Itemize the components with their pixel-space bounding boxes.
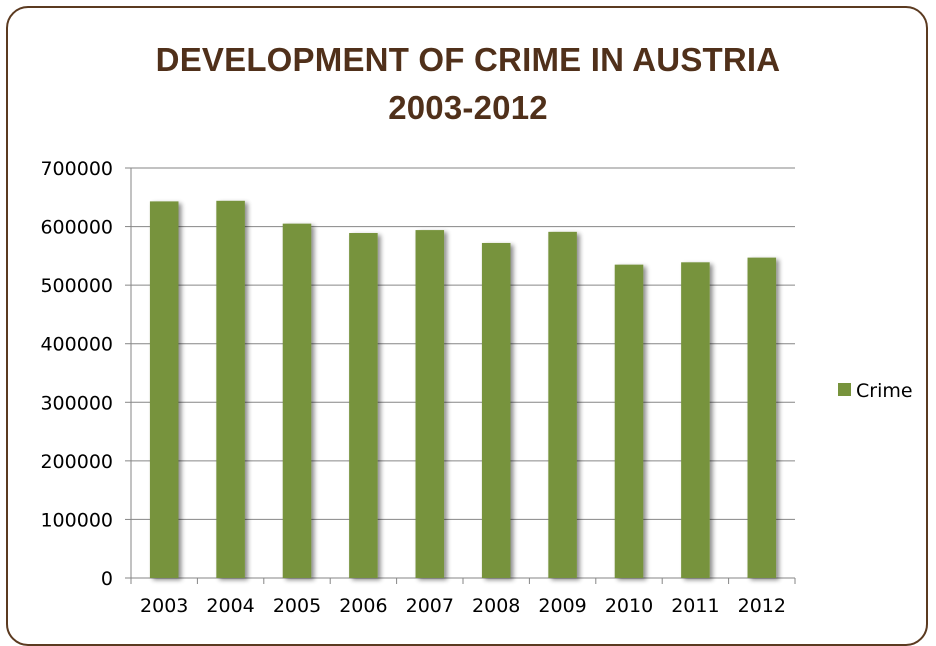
x-tick-labels: 2003 2004 2005 2006 2007 2008 2009 2010 2011 2012 [140,595,786,617]
y-tick-label: 200000 [40,451,113,473]
chart-title-line2: 2003-2012 [388,89,548,126]
y-tick-label: 300000 [40,392,113,414]
x-tick-label: 2003 [140,595,188,617]
bar-2011 [681,262,710,578]
x-tick-label: 2008 [472,595,520,617]
y-tick-label: 700000 [40,158,113,180]
x-tick-label: 2010 [605,595,653,617]
bar-2003 [149,201,179,578]
x-tick-label: 2005 [273,595,321,617]
bar-2005 [282,223,312,578]
x-tick-label: 2006 [339,595,387,617]
chart-title: DEVELOPMENT OF CRIME IN AUSTRIA 2003-201… [0,36,936,132]
bar-2009 [548,231,577,579]
legend: Crime [838,380,913,402]
y-tick-label: 100000 [40,509,113,531]
legend-label: Crime [856,380,913,402]
y-tick-label: 0 [101,568,113,590]
x-tick-label: 2012 [738,595,786,617]
bars [149,200,777,579]
x-tick-label: 2004 [206,595,254,617]
y-tick-labels: 0 100000 200000 300000 400000 500000 600000 700… [40,158,113,590]
bar-2004 [216,200,245,579]
x-tick-label: 2007 [406,595,454,617]
y-tick-label: 600000 [40,217,113,239]
bar-2007 [415,230,445,579]
y-tick-label: 500000 [40,275,113,297]
bar-2008 [481,242,511,578]
y-tick-label: 400000 [40,334,113,356]
chart-title-line1: DEVELOPMENT OF CRIME IN AUSTRIA [155,41,781,78]
x-tick-label: 2011 [671,595,719,617]
x-tick-label: 2009 [538,595,586,617]
bar-2010 [614,264,644,578]
legend-swatch [838,383,851,396]
bar-2006 [349,233,378,578]
bar-2012 [747,257,777,578]
